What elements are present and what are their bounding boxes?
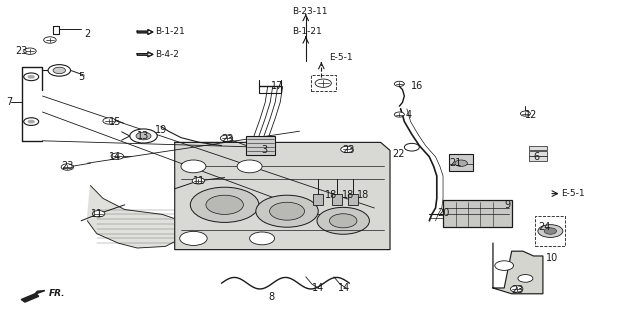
Circle shape xyxy=(538,225,563,237)
Text: 23: 23 xyxy=(222,134,234,144)
Circle shape xyxy=(190,187,259,222)
Circle shape xyxy=(103,118,115,124)
Text: 4: 4 xyxy=(406,110,412,120)
Polygon shape xyxy=(137,52,153,57)
Text: 6: 6 xyxy=(534,152,540,162)
Text: 23: 23 xyxy=(61,161,74,172)
Text: 22: 22 xyxy=(392,148,404,159)
Text: 18: 18 xyxy=(324,190,337,200)
Bar xyxy=(332,194,342,205)
Text: 14: 14 xyxy=(312,283,324,293)
Text: 11: 11 xyxy=(193,176,206,186)
Text: 3: 3 xyxy=(261,145,267,156)
Circle shape xyxy=(53,67,66,74)
Bar xyxy=(313,194,323,205)
Text: E-5-1: E-5-1 xyxy=(562,189,585,198)
Bar xyxy=(529,156,547,161)
Circle shape xyxy=(180,231,207,245)
Text: B-23-11: B-23-11 xyxy=(292,7,328,16)
Text: 20: 20 xyxy=(437,208,449,218)
Bar xyxy=(443,200,512,227)
Text: 19: 19 xyxy=(155,124,167,135)
Text: 18: 18 xyxy=(357,190,369,200)
Text: 12: 12 xyxy=(525,110,538,120)
Text: 23: 23 xyxy=(342,145,354,156)
Circle shape xyxy=(256,195,318,227)
Bar xyxy=(311,75,336,91)
Circle shape xyxy=(220,135,233,141)
Text: 15: 15 xyxy=(109,116,122,127)
Polygon shape xyxy=(87,186,181,248)
Bar xyxy=(535,216,565,246)
Circle shape xyxy=(136,132,151,140)
Text: 7: 7 xyxy=(6,97,12,108)
Text: B-1-21: B-1-21 xyxy=(155,28,185,36)
Bar xyxy=(529,146,547,150)
Circle shape xyxy=(510,286,523,292)
Text: 14: 14 xyxy=(338,283,351,293)
Text: 23: 23 xyxy=(512,284,524,295)
Circle shape xyxy=(24,118,39,125)
Circle shape xyxy=(181,160,206,173)
Circle shape xyxy=(455,160,467,166)
Bar xyxy=(246,136,275,155)
Circle shape xyxy=(520,111,530,116)
Circle shape xyxy=(270,202,305,220)
Polygon shape xyxy=(21,291,45,302)
Polygon shape xyxy=(137,30,153,34)
Text: 2: 2 xyxy=(84,28,90,39)
Text: 10: 10 xyxy=(546,252,558,263)
Text: 23: 23 xyxy=(16,46,28,56)
Polygon shape xyxy=(493,243,543,294)
Circle shape xyxy=(495,261,514,270)
Circle shape xyxy=(24,73,39,81)
Text: 21: 21 xyxy=(449,158,462,168)
Text: B-1-21: B-1-21 xyxy=(292,28,322,36)
Polygon shape xyxy=(137,30,153,34)
Circle shape xyxy=(250,232,275,245)
Polygon shape xyxy=(137,52,153,57)
Text: 9: 9 xyxy=(504,200,510,210)
Text: 5: 5 xyxy=(78,72,84,82)
Circle shape xyxy=(27,75,35,79)
Circle shape xyxy=(394,81,404,86)
Circle shape xyxy=(130,129,157,143)
Bar xyxy=(529,151,547,156)
Circle shape xyxy=(317,207,369,234)
Circle shape xyxy=(44,37,56,43)
Circle shape xyxy=(111,153,124,159)
Circle shape xyxy=(27,120,35,124)
Circle shape xyxy=(404,143,419,151)
Text: 18: 18 xyxy=(342,190,354,200)
Circle shape xyxy=(48,65,71,76)
Circle shape xyxy=(544,228,557,234)
Text: 24: 24 xyxy=(538,222,550,232)
Text: 14: 14 xyxy=(109,152,122,162)
Bar xyxy=(449,154,473,171)
Circle shape xyxy=(329,214,357,228)
Text: 11: 11 xyxy=(90,209,103,220)
Bar xyxy=(348,194,358,205)
Text: B-4-2: B-4-2 xyxy=(155,50,178,59)
Text: 16: 16 xyxy=(411,81,423,92)
Circle shape xyxy=(394,112,404,117)
Text: FR.: FR. xyxy=(49,289,65,298)
Circle shape xyxy=(518,275,533,282)
Text: E-5-1: E-5-1 xyxy=(329,53,353,62)
Circle shape xyxy=(237,160,262,173)
Polygon shape xyxy=(175,142,390,250)
Text: 13: 13 xyxy=(137,131,150,141)
Circle shape xyxy=(315,79,331,87)
Text: 8: 8 xyxy=(268,292,275,302)
Circle shape xyxy=(206,195,243,214)
Circle shape xyxy=(24,48,36,54)
Circle shape xyxy=(92,211,105,217)
Circle shape xyxy=(341,146,353,153)
Text: 17: 17 xyxy=(271,81,284,92)
Circle shape xyxy=(61,164,74,170)
Circle shape xyxy=(192,178,205,184)
